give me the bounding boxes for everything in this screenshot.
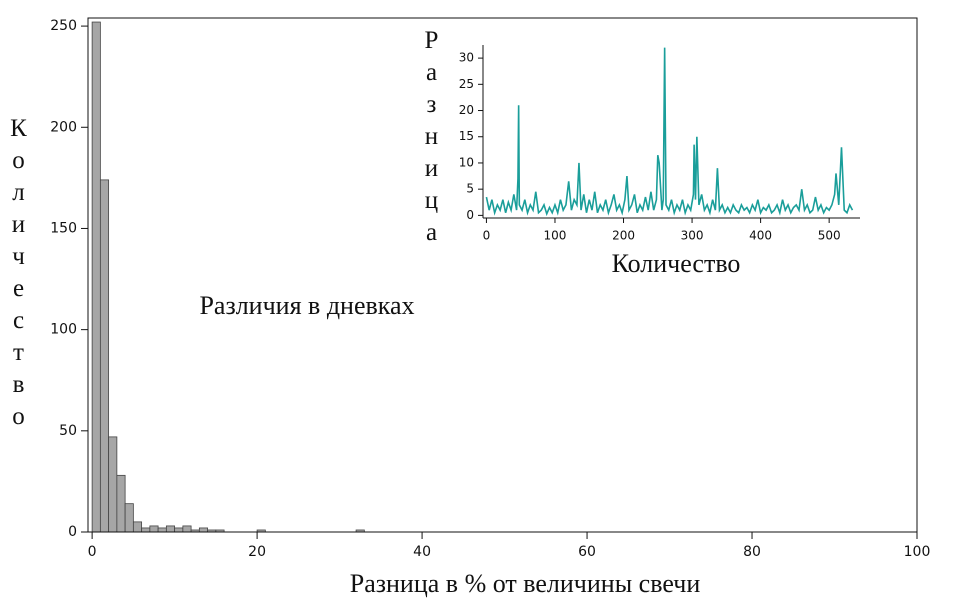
x-tick-label: 100 xyxy=(904,544,931,560)
y-tick-label: 250 xyxy=(50,18,77,34)
y-tick-label: 20 xyxy=(459,103,474,117)
y-tick-label: 0 xyxy=(466,208,474,222)
bar xyxy=(124,503,134,533)
y-tick-label: 150 xyxy=(50,220,77,236)
x-axis-label: Разница в % от величины свечи xyxy=(350,569,701,598)
x-tick-label: 100 xyxy=(544,229,567,243)
x-tick-label: 400 xyxy=(749,229,772,243)
y-tick-label: 0 xyxy=(68,524,77,540)
bar xyxy=(116,474,126,533)
y-tick-label: 30 xyxy=(459,51,474,65)
bar xyxy=(149,525,159,533)
y-axis-label: Количество xyxy=(5,115,32,435)
x-tick-label: 0 xyxy=(483,229,491,243)
y-tick-label: 15 xyxy=(459,129,474,143)
bar xyxy=(182,525,192,533)
bar xyxy=(157,527,167,533)
bar xyxy=(174,527,184,533)
bar xyxy=(91,21,101,533)
bar xyxy=(132,521,143,533)
bar xyxy=(165,525,176,533)
bar xyxy=(108,436,118,533)
x-tick-label: 200 xyxy=(612,229,635,243)
x-tick-label: 40 xyxy=(413,544,431,560)
y-tick-label: 50 xyxy=(59,423,77,439)
x-tick-label: 500 xyxy=(818,229,841,243)
x-tick-label: 0 xyxy=(88,544,97,560)
plot-frame xyxy=(87,17,918,533)
inset-y-axis-label: Разница xyxy=(418,27,445,251)
y-tick-label: 5 xyxy=(466,182,474,196)
annotation: Различия в дневках xyxy=(199,291,414,320)
line xyxy=(485,47,854,217)
y-tick-label: 25 xyxy=(459,77,474,91)
y-tick-label: 100 xyxy=(50,322,77,338)
y-tick-label: 200 xyxy=(50,119,77,135)
bar xyxy=(141,527,151,533)
x-tick-label: 20 xyxy=(248,544,266,560)
x-tick-label: 60 xyxy=(578,544,596,560)
bar xyxy=(198,527,209,533)
y-tick-label: 10 xyxy=(459,155,474,169)
x-axis-label: Количество xyxy=(612,249,741,278)
x-tick-label: 80 xyxy=(743,544,761,560)
x-tick-label: 300 xyxy=(681,229,704,243)
bar xyxy=(99,179,110,533)
